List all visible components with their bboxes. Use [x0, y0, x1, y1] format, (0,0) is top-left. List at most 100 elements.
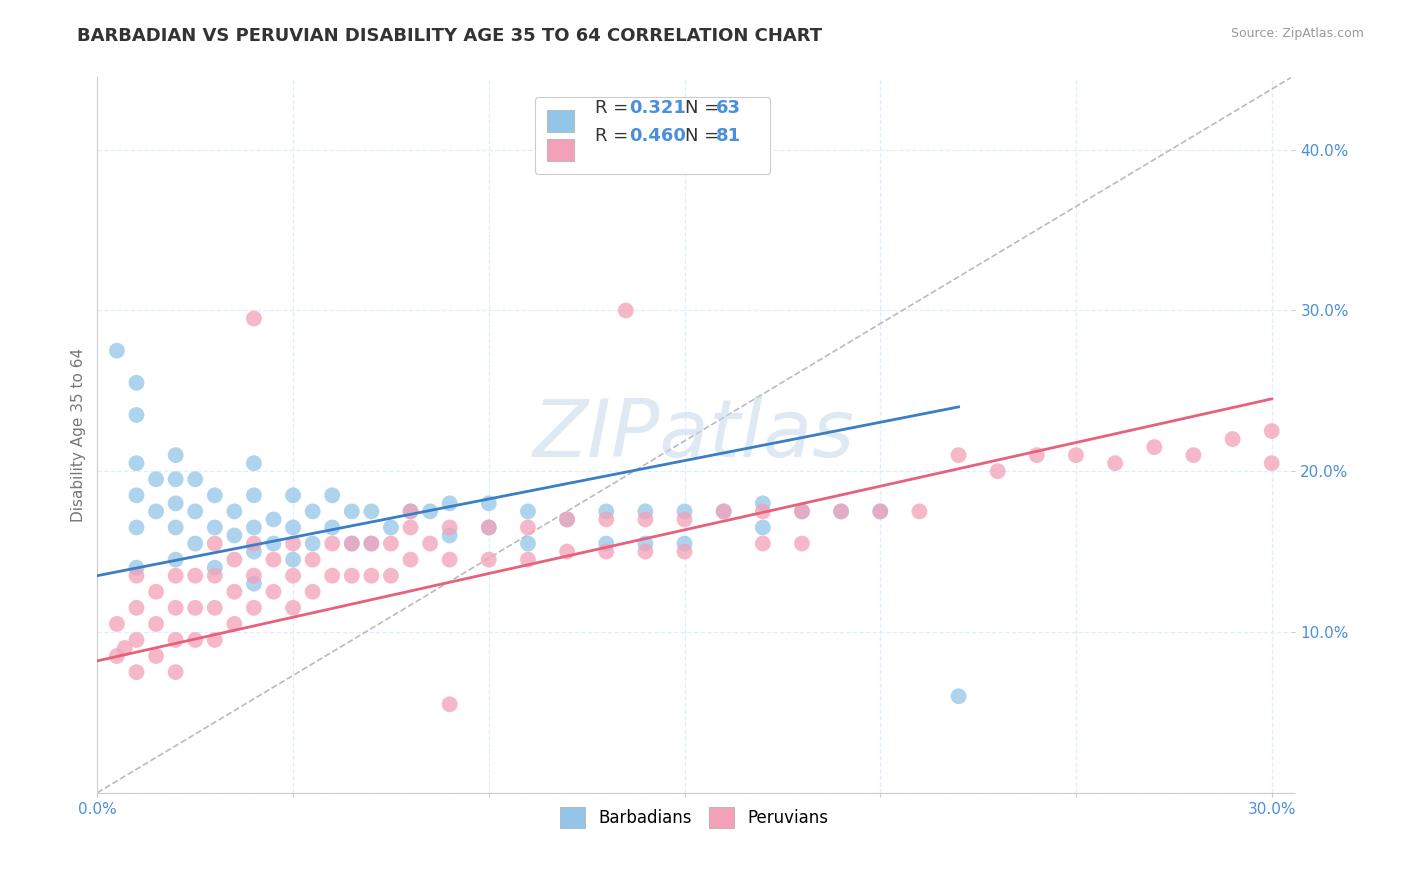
Text: N =: N = [685, 99, 724, 117]
Point [360, 536, 382, 550]
Point [125, 488, 148, 502]
Point [360, 568, 382, 582]
Point [595, 504, 617, 518]
Point [380, 520, 402, 534]
Point [125, 665, 148, 679]
Point [399, 552, 422, 566]
Point [243, 576, 266, 591]
Text: 0.460: 0.460 [628, 127, 686, 145]
Point [614, 303, 637, 318]
Point [184, 504, 207, 518]
Point [380, 568, 402, 582]
Point [114, 640, 136, 655]
Point [204, 560, 226, 574]
Point [948, 690, 970, 704]
Point [105, 343, 128, 358]
Text: 63: 63 [716, 99, 741, 117]
Point [790, 536, 813, 550]
Point [340, 536, 363, 550]
Point [752, 520, 775, 534]
Text: R =: R = [595, 127, 634, 145]
Point [595, 512, 617, 526]
Point [1182, 448, 1205, 462]
Point [165, 520, 187, 534]
Point [243, 520, 266, 534]
Point [399, 520, 422, 534]
Point [281, 536, 304, 550]
Point [263, 552, 285, 566]
Point [555, 544, 578, 558]
Point [380, 536, 402, 550]
Point [165, 496, 187, 510]
Point [125, 456, 148, 470]
Point [105, 616, 128, 631]
Point [790, 504, 813, 518]
Point [145, 616, 167, 631]
Point [281, 568, 304, 582]
Point [243, 600, 266, 615]
Point [204, 600, 226, 615]
Point [908, 504, 931, 518]
Point [145, 504, 167, 518]
Point [673, 544, 696, 558]
Point [634, 512, 657, 526]
Point [263, 512, 285, 526]
Point [281, 552, 304, 566]
Point [869, 504, 891, 518]
Point [321, 520, 343, 534]
Point [204, 632, 226, 647]
Point [673, 536, 696, 550]
Text: Source: ZipAtlas.com: Source: ZipAtlas.com [1230, 27, 1364, 40]
Point [1025, 448, 1047, 462]
Point [243, 456, 266, 470]
Point [125, 600, 148, 615]
Point [125, 520, 148, 534]
Point [478, 496, 501, 510]
Point [243, 536, 266, 550]
Point [125, 568, 148, 582]
Point [145, 472, 167, 486]
Point [125, 632, 148, 647]
Point [752, 536, 775, 550]
Point [125, 408, 148, 422]
Point [321, 488, 343, 502]
Point [224, 528, 246, 542]
Point [713, 504, 735, 518]
Point [1143, 440, 1166, 454]
Point [478, 520, 501, 534]
Point [673, 504, 696, 518]
Point [360, 536, 382, 550]
Point [243, 488, 266, 502]
Y-axis label: Disability Age 35 to 64: Disability Age 35 to 64 [72, 348, 86, 522]
Point [204, 520, 226, 534]
Point [281, 520, 304, 534]
Point [321, 536, 343, 550]
Point [478, 552, 501, 566]
Text: 81: 81 [716, 127, 741, 145]
Point [165, 665, 187, 679]
Point [145, 648, 167, 663]
Point [145, 584, 167, 599]
Point [281, 600, 304, 615]
Point [165, 568, 187, 582]
Point [634, 544, 657, 558]
Point [673, 512, 696, 526]
Point [105, 648, 128, 663]
Text: N =: N = [685, 127, 724, 145]
Point [125, 376, 148, 390]
Text: R =: R = [595, 99, 634, 117]
Point [439, 528, 461, 542]
Point [439, 496, 461, 510]
Point [204, 568, 226, 582]
Point [125, 560, 148, 574]
Point [204, 536, 226, 550]
Point [516, 552, 538, 566]
Point [301, 536, 323, 550]
Point [340, 568, 363, 582]
Point [301, 552, 323, 566]
Point [399, 504, 422, 518]
Point [165, 552, 187, 566]
Point [987, 464, 1010, 478]
Point [1104, 456, 1126, 470]
Point [243, 544, 266, 558]
